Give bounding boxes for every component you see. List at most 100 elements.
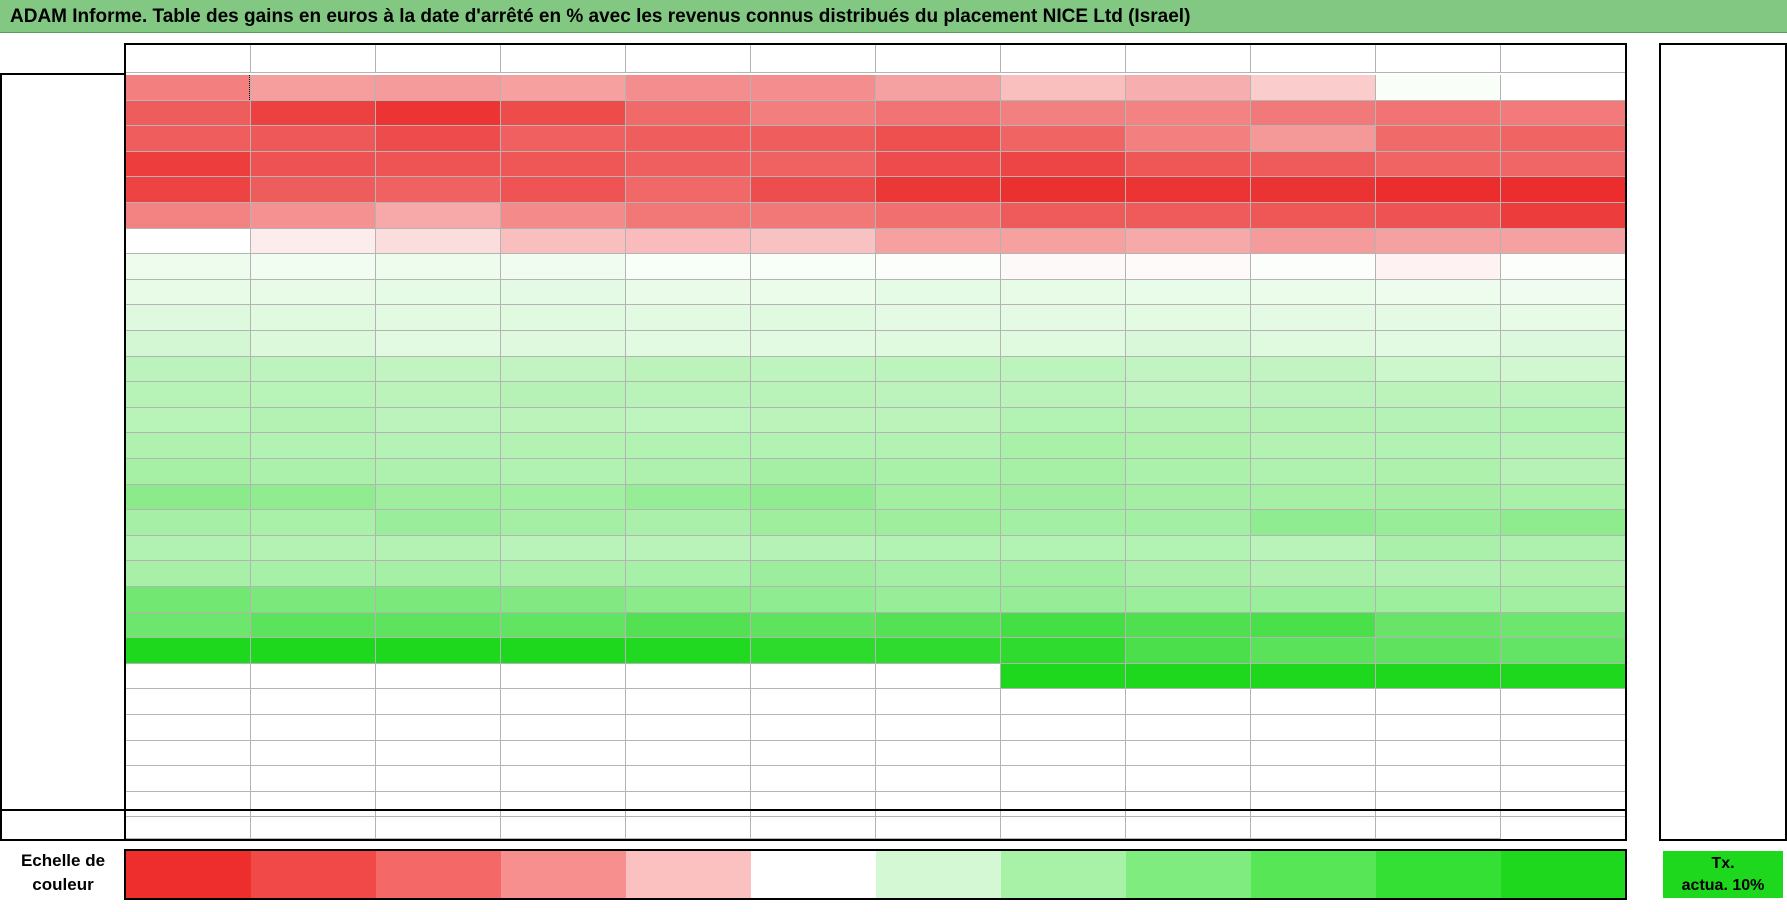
- gain-cell: [1376, 535, 1501, 562]
- gain-cell: [1126, 510, 1251, 536]
- row-actuarial-rate: [1661, 126, 1785, 152]
- gain-cell: [626, 561, 751, 587]
- row-actuarial-rate: [1661, 587, 1785, 613]
- gain-cell: [126, 254, 251, 280]
- gain-cell: [501, 100, 626, 127]
- gain-cell: [1376, 151, 1501, 178]
- gain-cell: [376, 561, 501, 587]
- color-scale-swatch: [876, 851, 1001, 898]
- gain-cell: [1126, 484, 1251, 511]
- year-label: [0, 382, 126, 408]
- gain-cell: [376, 510, 501, 536]
- gain-cell: [251, 356, 376, 383]
- row-actuarial-rate: [1661, 485, 1785, 511]
- gain-cell: [1251, 126, 1376, 152]
- gain-cell: [251, 638, 376, 664]
- gain-cell: [501, 459, 626, 485]
- gain-cell: [376, 254, 501, 280]
- gain-cell: [751, 663, 876, 690]
- gain-cell: [1376, 75, 1501, 101]
- color-scale-label-line2: couleur: [32, 875, 94, 894]
- gain-cell: [251, 228, 376, 255]
- gain-cell: [1001, 561, 1126, 587]
- gain-cell: [376, 689, 501, 715]
- month-header: [876, 43, 1001, 73]
- gain-cell: [1376, 100, 1501, 127]
- row-actuarial-rate: [1661, 741, 1785, 767]
- year-label: [0, 561, 126, 587]
- gain-cell: [376, 587, 501, 613]
- gain-cell: [1126, 279, 1251, 306]
- gain-cell: [376, 356, 501, 383]
- row-actuarial-rate: [1661, 561, 1785, 587]
- gain-cell: [751, 612, 876, 639]
- year-label: [0, 741, 126, 767]
- year-label: [0, 638, 126, 664]
- gain-cell: [1251, 612, 1376, 639]
- gain-cell: [126, 459, 251, 485]
- gain-cell: [876, 305, 1001, 331]
- gain-cell: [501, 689, 626, 715]
- row-actuarial-rate: [1661, 689, 1785, 715]
- gain-cell: [501, 331, 626, 357]
- row-actuarial-rate: [1661, 203, 1785, 229]
- gain-cell: [376, 740, 501, 767]
- gain-cell: [1376, 356, 1501, 383]
- gain-cell: [126, 177, 251, 203]
- gain-cell: [1251, 177, 1376, 203]
- gain-cell: [1126, 331, 1251, 357]
- gain-cell: [876, 535, 1001, 562]
- gain-cell: [1251, 535, 1376, 562]
- year-label: [0, 715, 126, 741]
- gain-cell: [1126, 228, 1251, 255]
- gain-cell: [751, 484, 876, 511]
- gain-cell: [251, 254, 376, 280]
- gain-cell: [751, 75, 876, 101]
- gain-cell: [1251, 561, 1376, 587]
- gain-cell: [126, 663, 251, 690]
- gain-cell: [251, 535, 376, 562]
- row-actuarial-rate: [1661, 536, 1785, 562]
- gain-cell: [1376, 382, 1501, 408]
- gain-cell: [501, 612, 626, 639]
- gain-cell: [1251, 791, 1376, 818]
- gain-cell: [626, 715, 751, 741]
- gain-cell: [1251, 484, 1376, 511]
- gain-cell: [1001, 331, 1126, 357]
- gain-cell: [1501, 587, 1626, 613]
- summary-rate-cell: [1501, 811, 1626, 839]
- gain-cell: [876, 689, 1001, 715]
- color-scale-swatch: [1501, 851, 1626, 898]
- gain-cell: [1251, 407, 1376, 434]
- selected-cell-outline: [249, 75, 251, 100]
- gain-cell: [501, 407, 626, 434]
- color-scale-swatch: [1376, 851, 1501, 898]
- gain-cell: [626, 126, 751, 152]
- year-label: [0, 101, 126, 127]
- gain-cell: [1251, 510, 1376, 536]
- gain-cell: [376, 331, 501, 357]
- gain-cell: [876, 331, 1001, 357]
- gain-cell: [126, 203, 251, 229]
- summary-rate-cell: [251, 811, 376, 839]
- month-header: [1501, 43, 1626, 73]
- gain-cell: [1251, 100, 1376, 127]
- gain-cell: [126, 151, 251, 178]
- gain-cell: [126, 587, 251, 613]
- gain-cell: [126, 561, 251, 587]
- color-scale-rate-line1: Tx.: [1711, 855, 1735, 872]
- row-actuarial-rate: [1661, 229, 1785, 255]
- gain-cell: [1376, 587, 1501, 613]
- row-actuarial-rate: [1661, 766, 1785, 792]
- summary-rate-cell: [1126, 811, 1251, 839]
- gain-cell: [1001, 433, 1126, 459]
- gain-cell: [1126, 766, 1251, 792]
- gain-cell: [1376, 459, 1501, 485]
- gain-cell: [376, 715, 501, 741]
- row-actuarial-rate: [1661, 408, 1785, 434]
- gain-cell: [626, 535, 751, 562]
- gain-cell: [1126, 740, 1251, 767]
- gain-cell: [1251, 254, 1376, 280]
- gain-cell: [1001, 740, 1126, 767]
- gain-cell: [501, 75, 626, 101]
